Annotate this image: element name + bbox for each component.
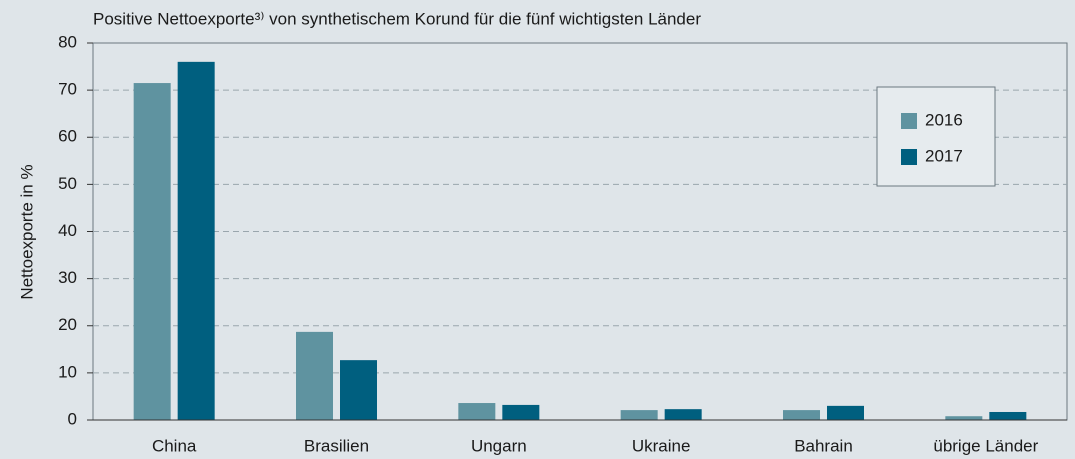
- x-tick-label: übrige Länder: [933, 436, 1038, 455]
- y-tick-label: 20: [58, 315, 77, 334]
- bar: [133, 83, 171, 421]
- bar: [989, 411, 1027, 420]
- y-tick-label: 50: [58, 174, 77, 193]
- legend-label: 2017: [925, 146, 963, 165]
- legend-swatch: [901, 113, 917, 129]
- x-tick-label: Bahrain: [794, 436, 853, 455]
- y-tick-label: 10: [58, 362, 77, 381]
- bar: [177, 61, 215, 420]
- bar: [620, 410, 658, 420]
- x-tick-label: Brasilien: [304, 436, 369, 455]
- bar: [458, 403, 496, 420]
- bar: [296, 331, 333, 420]
- bar: [664, 409, 702, 420]
- y-tick-label: 70: [58, 80, 77, 99]
- y-tick-label: 30: [58, 268, 77, 287]
- legend-box: [876, 86, 996, 187]
- legend-swatch: [901, 149, 917, 165]
- y-tick-label: 60: [58, 127, 77, 146]
- legend-label: 2016: [925, 110, 963, 129]
- chart-title: Positive Nettoexporte³⁾ von synthetische…: [93, 9, 701, 28]
- y-tick-label: 40: [58, 221, 77, 240]
- bar: [945, 416, 983, 420]
- bar: [827, 405, 864, 420]
- bar: [502, 404, 540, 420]
- x-tick-label: Ukraine: [632, 436, 691, 455]
- y-axis-label: Nettoexporte in %: [17, 164, 36, 299]
- x-tick-label: Ungarn: [471, 436, 527, 455]
- x-tick-label: China: [152, 436, 197, 455]
- y-tick-label: 80: [58, 32, 77, 51]
- bar: [783, 410, 820, 420]
- y-tick-label: 0: [68, 409, 77, 428]
- bar: [340, 360, 377, 420]
